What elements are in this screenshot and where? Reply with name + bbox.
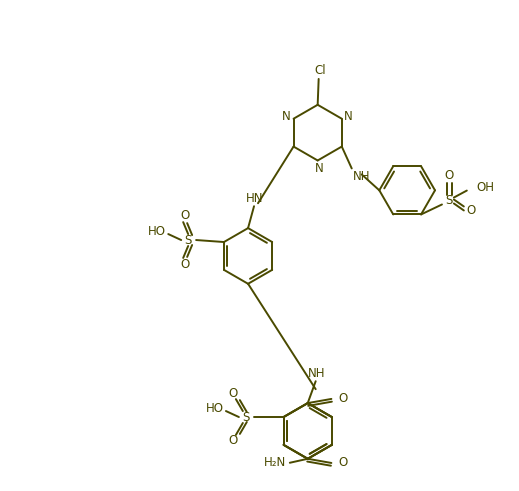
Text: N: N bbox=[282, 110, 291, 123]
Text: HO: HO bbox=[148, 224, 166, 238]
Text: O: O bbox=[338, 392, 348, 406]
Text: OH: OH bbox=[477, 181, 495, 194]
Text: Cl: Cl bbox=[315, 64, 326, 78]
Text: N: N bbox=[345, 110, 353, 123]
Text: O: O bbox=[181, 209, 190, 221]
Text: HN: HN bbox=[247, 192, 264, 205]
Text: O: O bbox=[466, 204, 475, 217]
Text: NH: NH bbox=[353, 170, 371, 183]
Text: S: S bbox=[184, 234, 192, 246]
Text: O: O bbox=[228, 435, 238, 447]
Text: NH: NH bbox=[308, 367, 325, 380]
Text: H₂N: H₂N bbox=[264, 456, 286, 469]
Text: O: O bbox=[228, 386, 238, 400]
Text: N: N bbox=[315, 162, 324, 175]
Text: S: S bbox=[242, 410, 250, 424]
Text: S: S bbox=[445, 194, 453, 207]
Text: O: O bbox=[338, 457, 348, 469]
Text: O: O bbox=[181, 258, 190, 272]
Text: O: O bbox=[444, 169, 454, 182]
Text: HO: HO bbox=[206, 402, 224, 414]
